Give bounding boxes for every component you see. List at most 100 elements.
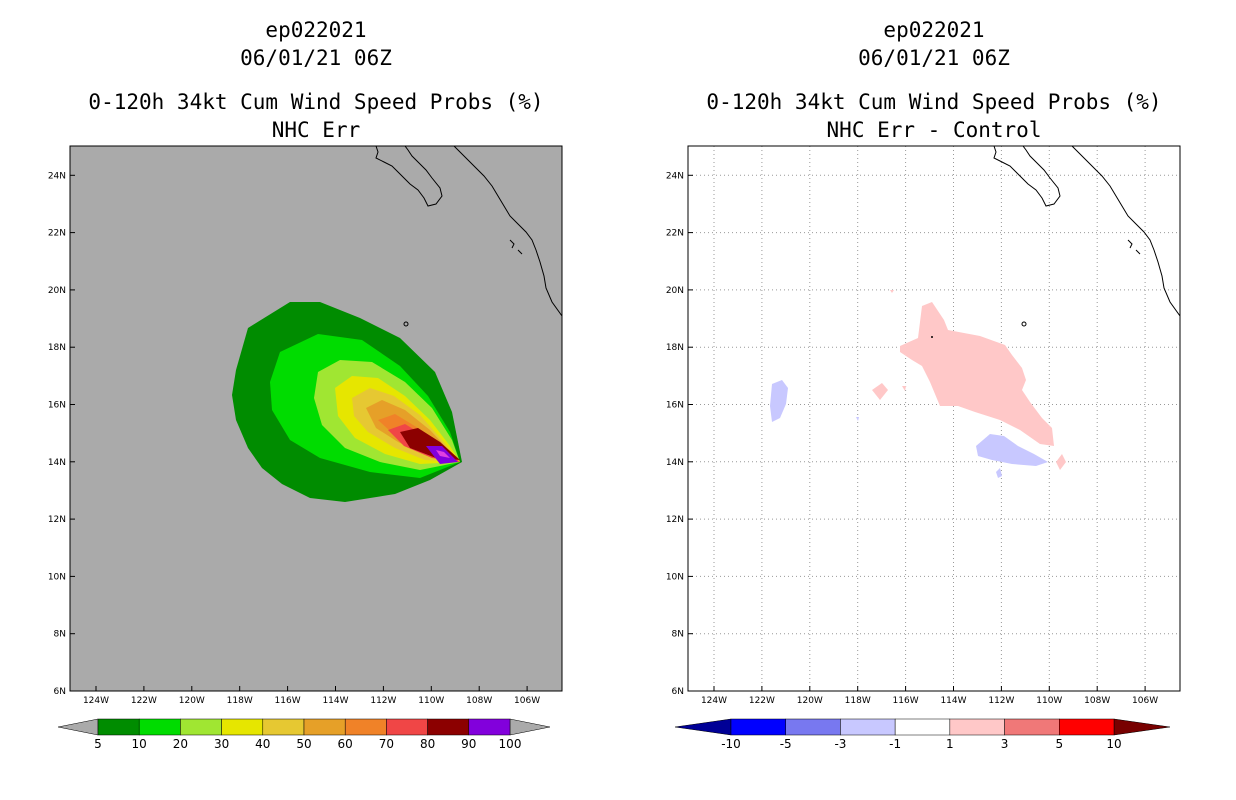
diff-positive-small-4 (1056, 454, 1066, 470)
lon-tick-label: 110W (1036, 696, 1062, 706)
colorbar-swatch (303, 718, 346, 736)
colorbar-swatch (221, 718, 264, 736)
lon-tick-label: 120W (797, 696, 823, 706)
colorbar-label: 30 (214, 737, 229, 751)
lat-tick-label: 6N (54, 687, 66, 697)
lon-tick-label: 112W (988, 696, 1014, 706)
diff-positive-main (900, 302, 1054, 446)
right-product-title: 0-120h 34kt Cum Wind Speed Probs (%) (706, 90, 1162, 114)
lat-tick-label: 16N (48, 401, 66, 411)
diff-positive-small-1 (872, 383, 888, 400)
colorbar-label: 60 (338, 737, 353, 751)
lat-tick-label: 12N (48, 515, 66, 525)
colorbar-label: 5 (1055, 737, 1063, 751)
lon-tick-label: 124W (83, 696, 109, 706)
colorbar-swatch (468, 718, 511, 736)
colorbar-swatch (138, 718, 181, 736)
left-lon-axis: 124W 122W 120W 118W 116W 114W 112W 110W 108W 106W (83, 686, 540, 706)
lat-tick-label: 20N (48, 286, 66, 296)
colorbar-label: -5 (780, 737, 792, 751)
colorbar-swatch (97, 718, 140, 736)
colorbar-label: -10 (721, 737, 741, 751)
lat-tick-label: 14N (48, 458, 66, 468)
diff-negative-small-2 (856, 417, 859, 421)
right-colorbar: -10 -5 -3 -1 1 3 5 10 (674, 718, 1171, 751)
left-coastline (375, 146, 562, 327)
lat-tick-label: 14N (666, 458, 684, 468)
lat-tick-label: 8N (672, 630, 684, 640)
colorbar-label: 40 (255, 737, 270, 751)
lon-tick-label: 116W (893, 696, 919, 706)
colorbar-label: 1 (946, 737, 954, 751)
lat-tick-label: 22N (48, 229, 66, 239)
colorbar-label: 20 (173, 737, 188, 751)
colorbar-label: 100 (499, 737, 522, 751)
lon-tick-label: 116W (275, 696, 301, 706)
lon-tick-label: 106W (514, 696, 540, 706)
lat-tick-label: 18N (48, 343, 66, 353)
lon-tick-label: 108W (466, 696, 492, 706)
right-map-background (688, 146, 1180, 691)
colorbar-swatch (730, 718, 786, 736)
colorbar-label: 70 (379, 737, 394, 751)
lon-tick-label: 108W (1084, 696, 1110, 706)
lon-tick-label: 114W (940, 696, 966, 706)
diff-negative-west (770, 380, 788, 422)
colorbar-label: 10 (132, 737, 147, 751)
lat-tick-label: 10N (666, 572, 684, 582)
colorbar-swatch (427, 718, 470, 736)
left-storm-id: ep022021 (265, 18, 367, 42)
colorbar-under-arrow (57, 718, 99, 736)
colorbar-swatch (344, 718, 387, 736)
diff-positive-small-2 (902, 386, 906, 391)
diff-negative-small-1 (996, 468, 1002, 478)
lon-tick-label: 112W (370, 696, 396, 706)
lat-tick-label: 18N (666, 343, 684, 353)
lat-tick-label: 6N (672, 687, 684, 697)
colorbar-label: 10 (1106, 737, 1121, 751)
right-lon-axis: 124W 122W 120W 118W 116W 114W 112W 110W 108W 106W (701, 686, 1158, 706)
lat-tick-label: 12N (666, 515, 684, 525)
diff-positive-small-3 (890, 290, 894, 293)
left-datetime: 06/01/21 06Z (240, 46, 392, 70)
left-map: 124W 122W 120W 118W 116W 114W 112W 110W 108W 106W… (48, 145, 563, 706)
colorbar-swatch (1059, 718, 1115, 736)
colorbar-swatch (180, 718, 222, 736)
lon-tick-label: 106W (1132, 696, 1158, 706)
colorbar-swatch (262, 718, 305, 736)
lat-tick-label: 8N (54, 630, 66, 640)
colorbar-swatch (840, 718, 896, 736)
lon-tick-label: 114W (322, 696, 348, 706)
colorbar-label: 90 (461, 737, 476, 751)
left-map-frame (69, 145, 563, 692)
lat-tick-label: 20N (666, 286, 684, 296)
right-storm-id: ep022021 (883, 18, 985, 42)
colorbar-over-arrow (1113, 718, 1171, 736)
lon-tick-label: 124W (701, 696, 727, 706)
left-lat-axis: 6N 8N 10N 12N 14N 16N 18N 20N 22N 24N (48, 171, 75, 697)
colorbar-label: 3 (1001, 737, 1009, 751)
colorbar-swatch (785, 718, 841, 736)
lat-tick-label: 16N (666, 401, 684, 411)
right-lat-axis: 6N 8N 10N 12N 14N 16N 18N 20N 22N 24N (666, 171, 693, 697)
colorbar-label: 50 (296, 737, 311, 751)
lon-tick-label: 110W (418, 696, 444, 706)
right-subtitle: NHC Err - Control (826, 118, 1042, 142)
colorbar-swatch (949, 718, 1005, 736)
colorbar-swatch (386, 718, 428, 736)
lat-tick-label: 24N (666, 171, 684, 181)
lon-tick-label: 118W (227, 696, 253, 706)
lat-tick-label: 22N (666, 229, 684, 239)
colorbar-label: -3 (834, 737, 846, 751)
left-probability-contours (232, 302, 462, 502)
colorbar-under-arrow (674, 718, 732, 736)
lon-tick-label: 122W (749, 696, 775, 706)
lat-tick-label: 10N (48, 572, 66, 582)
colorbar-swatch (1004, 718, 1060, 736)
colorbar-swatch (894, 718, 951, 736)
left-colorbar: 5 10 20 30 40 50 60 70 80 90 100 (57, 718, 551, 751)
lon-tick-label: 118W (845, 696, 871, 706)
colorbar-label: -1 (889, 737, 901, 751)
colorbar-label: 80 (420, 737, 435, 751)
